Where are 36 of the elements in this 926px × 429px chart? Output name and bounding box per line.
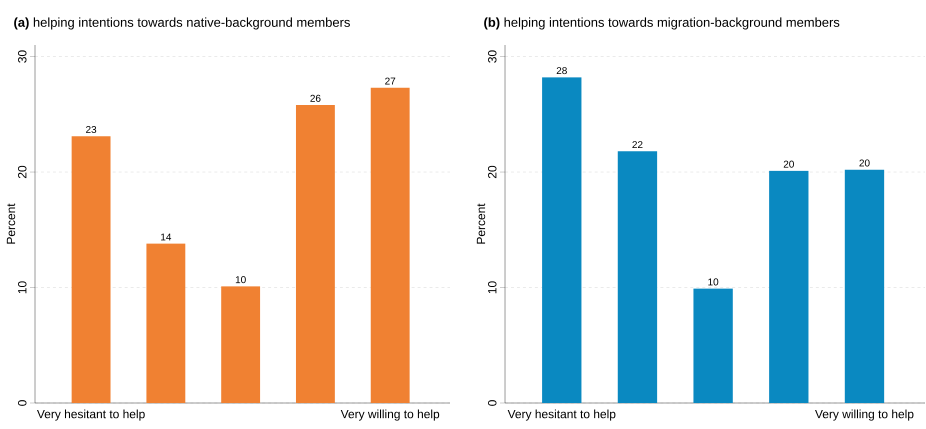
bar [221,286,260,403]
data-label: 28 [556,67,567,74]
bar [693,288,733,403]
data-label: 27 [385,78,396,85]
data-label: 22 [632,141,642,148]
y-tick-label: 20 [488,166,496,178]
x-tick-label: Very willing to help [340,410,440,421]
data-label: 26 [310,94,321,102]
y-tick-label: 0 [488,400,496,406]
bar [769,170,808,403]
bar [844,170,884,403]
y-tick-label: 10 [488,281,496,294]
bar [296,105,335,403]
data-label: 10 [708,278,718,286]
data-label: 20 [859,159,870,167]
y-tick-label: 30 [18,50,26,63]
y-tick-label: 0 [18,400,26,406]
x-tick-label: Very hesitant to help [36,410,145,421]
data-label: 20 [784,160,794,168]
bar [542,77,582,403]
bar [72,136,111,403]
bar [618,151,658,403]
x-tick-label: Very willing to help [815,410,914,421]
y-axis-title: Percent [476,203,486,244]
data-label: 10 [236,276,246,284]
y-axis-title: Percent [6,203,16,244]
chart-title: (b) helping intentions towards migration-background members [484,17,840,30]
chart-title: (a) helping intentions towards native-background members [14,17,350,30]
y-tick-label: 30 [488,50,496,63]
data-label: 14 [161,234,172,240]
y-tick-label: 20 [18,166,26,178]
data-label: 23 [86,126,96,134]
y-tick-label: 10 [18,281,26,294]
bar [370,88,410,403]
x-tick-label: Very hesitant to help [508,410,616,421]
bar [146,244,186,403]
